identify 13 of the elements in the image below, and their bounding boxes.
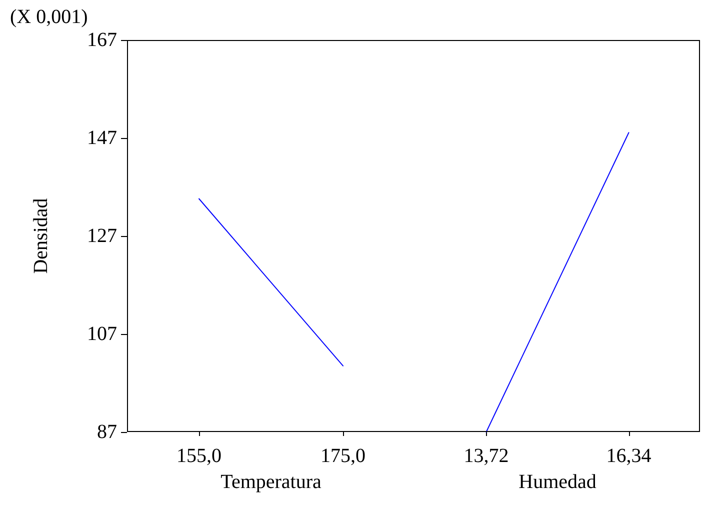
y-tick-label: 107 bbox=[87, 323, 117, 345]
y-axis-title: Densidad bbox=[30, 198, 52, 274]
x-tick-label: 175,0 bbox=[320, 445, 366, 467]
text: (X 0,001) bbox=[10, 6, 88, 29]
x-axis-title: Temperatura bbox=[220, 471, 322, 493]
x-tick-label: 16,34 bbox=[606, 445, 652, 467]
y-tick-label: 127 bbox=[87, 225, 117, 247]
y-tick-label: 87 bbox=[97, 421, 117, 443]
y-tick-label: 147 bbox=[87, 127, 117, 149]
x-tick-label: 13,72 bbox=[464, 445, 509, 467]
x-tick-label: 155,0 bbox=[176, 445, 222, 467]
x-axis-title: Humedad bbox=[518, 471, 596, 493]
y-tick-label: 167 bbox=[87, 29, 117, 51]
